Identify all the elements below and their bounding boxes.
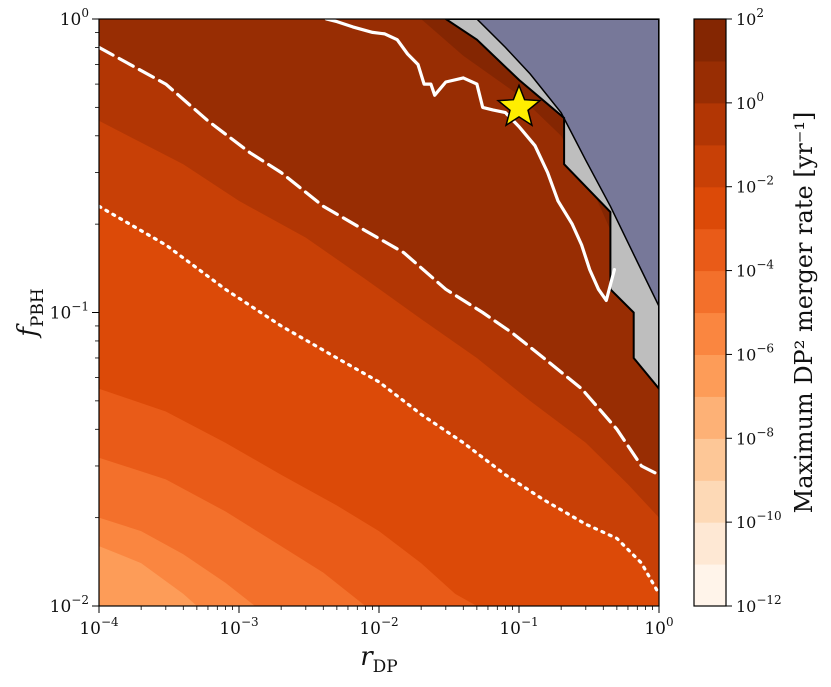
colorbar-tick-label: 10−6: [736, 341, 774, 364]
excluded-edge: [475, 19, 659, 307]
colorbar-tick-label: 10−10: [736, 509, 782, 532]
x-tick-label: 100: [644, 615, 673, 639]
colorbar: 102 100 10−2 10−4 10−6 10−8 10−10 10−12 Maximum …: [693, 6, 818, 616]
colorbar-tick-label: 100: [736, 90, 764, 113]
plot-area: [99, 19, 659, 606]
colorbar-swatch: [694, 228, 726, 272]
y-tick-label: 10−1: [50, 300, 89, 324]
colorbar-tick-label: 10−4: [736, 258, 774, 281]
x-tick-label: 10−4: [79, 615, 119, 639]
colorbar-label-group: Maximum DP² merger rate [yr⁻¹]: [790, 112, 818, 514]
colorbar-swatch: [694, 438, 726, 481]
colorbar-tick-label: 10−2: [736, 174, 774, 197]
colorbar-swatch: [694, 102, 726, 146]
contour-line-solid: [324, 19, 616, 302]
y-axis-label-group: fPBH: [13, 288, 48, 338]
colorbar-swatch: [694, 396, 726, 439]
contour-fill: [99, 19, 659, 606]
x-axis-label: rDP: [360, 642, 398, 677]
axes: 10−4 10−3 10−2 10−1 100 10−2 10−1 100 rDP fPBH: [13, 6, 674, 677]
colorbar-tick-label: 10−12: [736, 593, 782, 616]
contour-line-dashed: [99, 45, 659, 477]
colorbar-swatch: [694, 354, 726, 397]
colorbar-swatch: [694, 480, 726, 523]
colorbar-swatch: [694, 186, 726, 230]
x-tick-label: 10−3: [219, 615, 258, 639]
contour-band: [99, 546, 197, 606]
colorbar-frame: [693, 18, 727, 607]
x-tick-label: 10−1: [499, 615, 538, 639]
colorbar-swatch: [694, 564, 726, 607]
excluded-region: [476, 19, 659, 307]
y-tick-label: 100: [60, 6, 89, 30]
colorbar-swatch: [694, 270, 726, 314]
colorbar-tick-label: 102: [736, 6, 764, 29]
boundary-edge: [443, 19, 659, 391]
y-axis-label: fPBH: [13, 288, 48, 338]
star-marker: [496, 83, 542, 127]
colorbar-swatch: [694, 522, 726, 565]
colorbar-swatch: [694, 144, 726, 188]
colorbar-swatch: [694, 19, 726, 62]
colorbar-swatch: [694, 312, 726, 355]
contour-line-dotted: [99, 204, 659, 596]
colorbar-swatch: [694, 60, 726, 104]
colorbar-label: Maximum DP² merger rate [yr⁻¹]: [790, 112, 818, 514]
x-tick-label: 10−2: [359, 615, 398, 639]
y-tick-label: 10−2: [50, 593, 89, 617]
colorbar-tick-label: 10−8: [736, 425, 774, 448]
